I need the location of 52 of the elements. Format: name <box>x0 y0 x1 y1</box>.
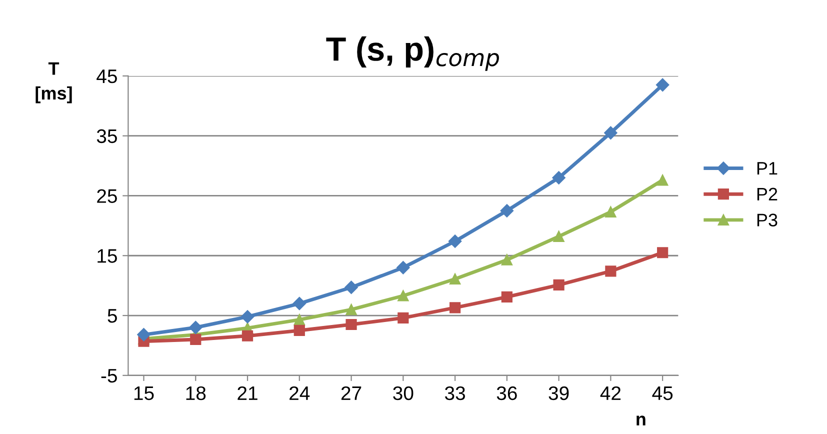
x-tick-label: 18 <box>186 386 206 400</box>
point <box>292 296 306 310</box>
point <box>501 254 512 266</box>
y-tick-label: 15 <box>98 249 117 263</box>
x-tick-label: 39 <box>548 386 569 400</box>
point <box>553 230 564 242</box>
y-tick-label: 45 <box>96 70 117 84</box>
y-tick-label: 25 <box>97 189 117 203</box>
point <box>294 324 305 336</box>
x-tick-label: 24 <box>290 386 310 400</box>
legend-label: P2 <box>757 188 778 200</box>
legend-label: P3 <box>757 214 778 226</box>
y-tick-label: -5 <box>101 369 117 383</box>
point <box>552 171 566 184</box>
point <box>448 234 462 248</box>
x-axis-title: n <box>636 416 646 426</box>
point <box>190 334 202 346</box>
point <box>344 280 358 294</box>
point <box>605 266 616 277</box>
point <box>449 273 461 285</box>
y-tick-label: 35 <box>96 129 117 144</box>
x-tick-label: 21 <box>238 386 258 400</box>
point <box>501 291 512 303</box>
point <box>346 318 357 330</box>
point <box>189 320 202 334</box>
point <box>396 261 410 274</box>
point <box>240 310 254 324</box>
x-tick-label: 36 <box>496 386 517 400</box>
point <box>553 279 564 291</box>
point <box>294 314 305 326</box>
point <box>604 126 618 140</box>
point <box>657 247 668 258</box>
point <box>398 290 409 302</box>
point <box>605 206 616 218</box>
x-tick-label: 15 <box>134 386 154 400</box>
y-axis-title: T [ms] <box>36 62 72 104</box>
x-tick-label: 27 <box>341 386 362 400</box>
x-tick-label: 33 <box>444 386 466 400</box>
x-tick-label: 42 <box>600 386 621 400</box>
point <box>656 78 670 92</box>
point <box>449 302 461 314</box>
x-tick-label: 30 <box>393 386 414 400</box>
point <box>657 174 668 186</box>
point <box>500 204 514 218</box>
legend-label: P1 <box>757 162 778 175</box>
x-tick-label: 45 <box>652 386 673 400</box>
y-tick-label: 5 <box>108 309 117 323</box>
point <box>137 328 150 342</box>
point <box>242 330 254 342</box>
point <box>346 304 357 316</box>
chart-title: T (s, p)$_{comp}$ <box>326 36 499 71</box>
point <box>398 312 409 324</box>
